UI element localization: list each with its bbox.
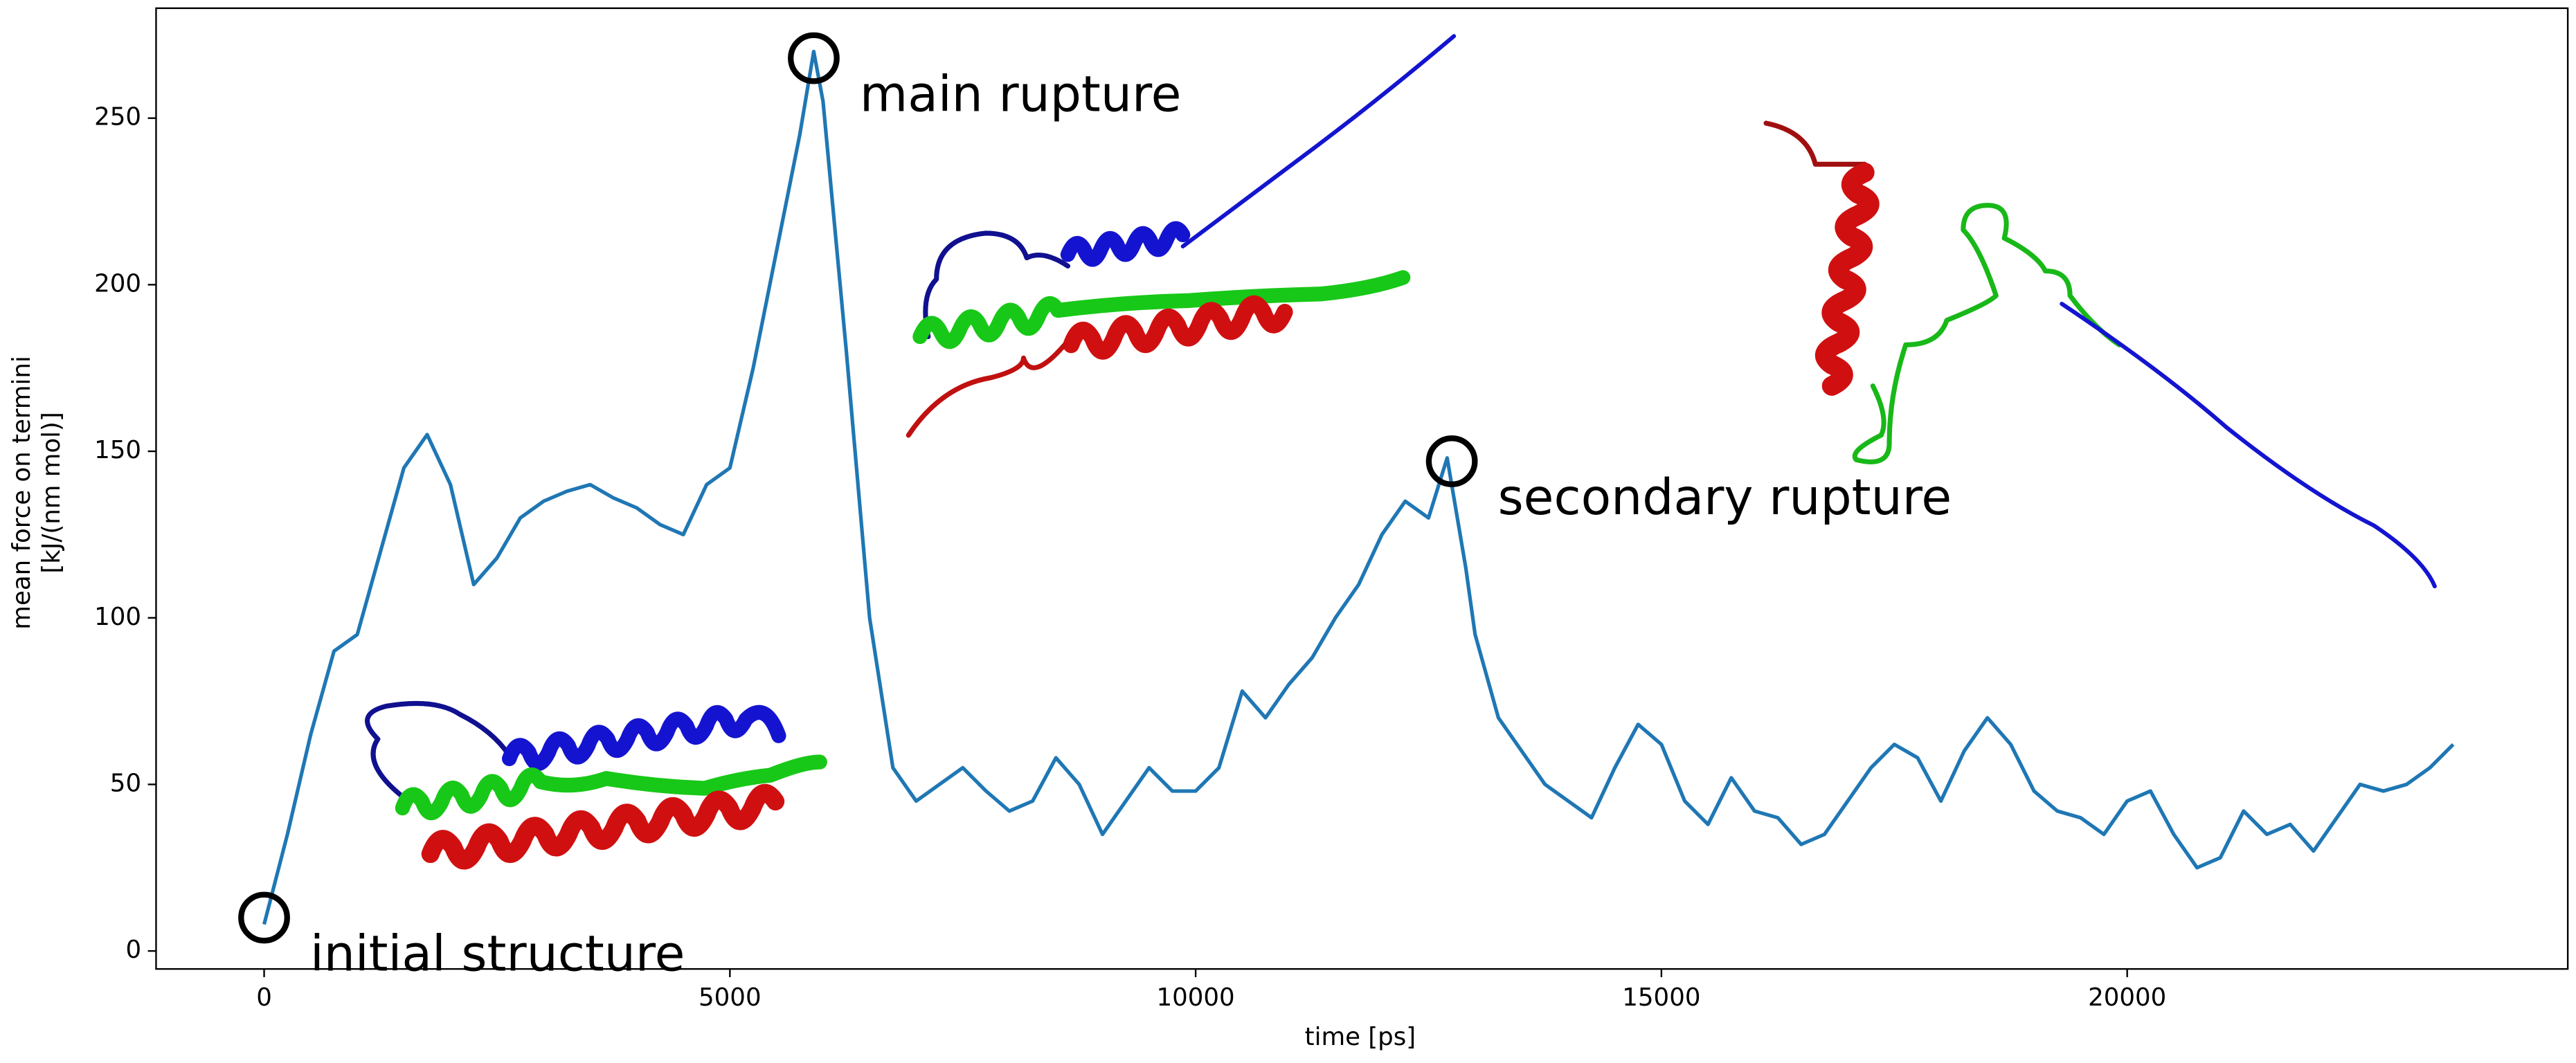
loop <box>1852 203 2122 464</box>
y-axis-label: mean force on termini <box>8 356 36 630</box>
y-tick-label: 150 <box>94 436 141 464</box>
helix <box>912 270 1411 349</box>
structure-initial <box>365 700 827 870</box>
helix <box>1063 296 1293 360</box>
helix <box>501 705 786 771</box>
structure-main-rupture <box>906 34 1457 438</box>
x-tick-label: 5000 <box>699 983 762 1012</box>
annotation-marker <box>1425 435 1478 487</box>
annotation: main rupture <box>860 66 1182 123</box>
x-tick-label: 0 <box>256 983 272 1012</box>
x-axis-label: time [ps] <box>1305 1023 1416 1051</box>
annotation-marker <box>788 32 840 84</box>
y-tick-label: 100 <box>94 603 141 631</box>
helix <box>1060 221 1191 267</box>
helix <box>395 754 827 820</box>
y-tick-label: 0 <box>125 936 141 964</box>
y-tick-label: 250 <box>94 103 141 131</box>
x-tick-label: 20000 <box>2088 983 2166 1012</box>
y-axis-label: [kJ/(nm mol)] <box>37 412 66 573</box>
axes-frame <box>155 7 2569 970</box>
data-line <box>262 49 2455 925</box>
helix <box>1815 162 1880 396</box>
plot-area: 0 5000 10000 15000 20000 0 50 100 150 200 250 initi… <box>94 7 2569 1012</box>
tail <box>2060 302 2437 589</box>
tail <box>1180 34 1457 248</box>
annotation-marker <box>238 891 290 944</box>
annotation: secondary rupture <box>1498 469 1952 526</box>
y-tick-label: 50 <box>110 769 141 797</box>
annotation: initial structure <box>310 925 685 982</box>
x-tick-label: 10000 <box>1157 983 1235 1012</box>
loop <box>923 230 1071 340</box>
tail <box>906 342 1068 438</box>
y-tick-label: 200 <box>94 269 141 298</box>
loop <box>1763 120 1868 167</box>
structure-secondary-rupture <box>1763 120 2437 589</box>
helix <box>421 784 785 870</box>
x-tick-label: 15000 <box>1622 983 1700 1012</box>
loop <box>365 700 512 799</box>
